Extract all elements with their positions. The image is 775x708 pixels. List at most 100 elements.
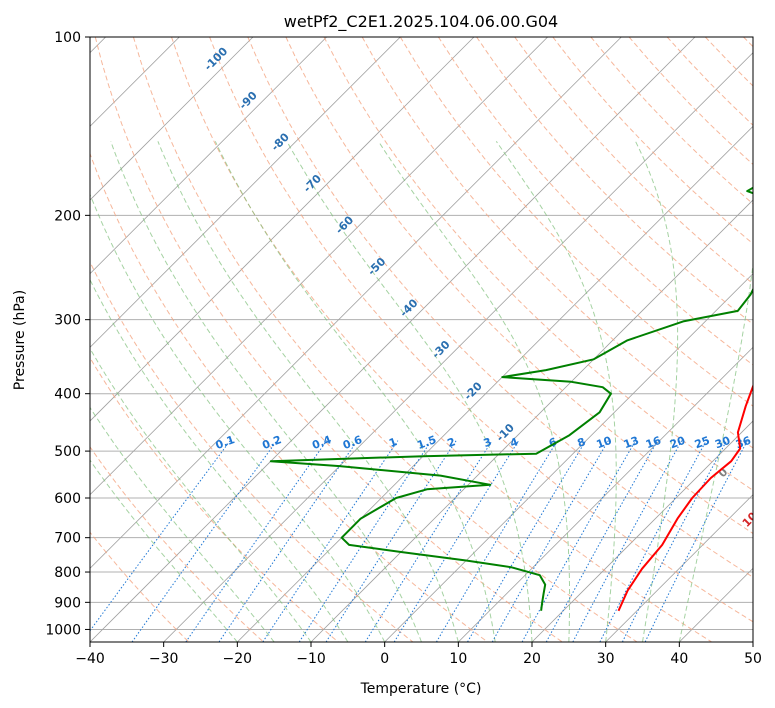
mixing-ratio-line — [131, 440, 278, 642]
dry-adiabat-line — [90, 446, 264, 642]
moist-adiabat-line — [157, 141, 459, 642]
moist-adiabat-line — [90, 459, 238, 642]
x-tick-label: 30 — [597, 651, 615, 667]
dry-adiabat-label: -100 — [202, 44, 231, 73]
x-axis: −40 −30 −20 −10 0 10 20 30 40 50 — [75, 642, 762, 667]
dry-adiabat-line — [743, 37, 753, 48]
x-tick-label: 0 — [380, 651, 389, 667]
mixing-ratio-label: 2 — [446, 435, 458, 450]
isotherm-line — [90, 37, 622, 569]
isotherm-line — [679, 567, 753, 642]
isotherm-line — [163, 52, 753, 642]
mixing-ratio-line — [644, 440, 748, 642]
dry-adiabat-label: -40 — [397, 296, 420, 319]
mixing-ratio-line — [393, 440, 520, 642]
isotherm-line — [90, 37, 475, 422]
mixing-ratio-label: 4 — [508, 435, 520, 450]
dry-adiabat-line — [90, 531, 190, 642]
mixing-ratio-label: 3 — [482, 435, 494, 450]
mixing-ratio-line — [467, 440, 587, 642]
moist-adiabat-line — [286, 141, 533, 642]
isotherm-line — [90, 37, 254, 201]
y-tick-label: 500 — [54, 444, 81, 460]
y-tick-label: 100 — [54, 30, 81, 46]
dry-adiabat-line — [437, 37, 753, 366]
isotherm-line — [90, 37, 548, 496]
dry-adiabat-line — [514, 37, 753, 285]
dry-adiabat-label: 10 — [740, 509, 760, 529]
dry-adiabat-line — [94, 37, 563, 642]
dry-adiabat-line — [90, 152, 488, 642]
isotherm-line — [310, 199, 753, 642]
dry-adiabat-line — [476, 37, 753, 325]
mixing-ratio-label: 13 — [622, 434, 641, 451]
dry-adiabat-line — [209, 37, 753, 623]
dry-adiabat-line — [704, 37, 753, 87]
x-tick-label: 10 — [449, 651, 467, 667]
chart-title: wetPf2_C2E1.2025.104.06.00.G04 — [284, 12, 558, 32]
x-tick-label: −30 — [149, 651, 179, 667]
mixing-ratio-label: 16 — [644, 434, 663, 452]
x-axis-label: Temperature (°C) — [360, 681, 482, 697]
mixing-ratio-label: 1.5 — [415, 433, 438, 452]
dry-adiabat-line — [247, 37, 753, 578]
mixing-ratio-line — [325, 440, 457, 642]
y-axis-label: Pressure (hPa) — [12, 290, 28, 390]
mixing-ratio-line — [185, 440, 328, 642]
mixing-ratio-line — [572, 440, 683, 642]
moist-adiabat-line — [90, 278, 349, 642]
dry-adiabat-line — [171, 37, 712, 642]
dry-adiabat-label: -30 — [429, 338, 452, 361]
mixing-ratio-line — [545, 440, 659, 642]
mixing-ratio-label: 0.6 — [341, 433, 364, 452]
x-tick-label: −20 — [223, 651, 253, 667]
mixing-ratio-label: 6 — [547, 435, 559, 450]
temperature-profile-line — [617, 383, 753, 612]
dewpoint-profile-line — [269, 186, 753, 611]
mixing-ratio-line — [298, 440, 432, 642]
mixing-ratio-label: 1 — [387, 435, 399, 450]
mixing-ratio-line — [262, 440, 399, 642]
x-tick-label: −10 — [296, 651, 326, 667]
dry-adiabat-label: -90 — [237, 89, 260, 112]
y-tick-label: 1000 — [45, 622, 81, 638]
y-tick-label: 400 — [54, 387, 81, 403]
dry-adiabat-line — [590, 37, 753, 205]
x-tick-label: 20 — [523, 651, 541, 667]
isotherm-line — [384, 273, 753, 642]
moist-adiabat-line — [678, 260, 753, 642]
dry-adiabat-line — [323, 37, 753, 491]
mixing-ratio-line — [491, 440, 609, 642]
moist-adiabat-line — [635, 141, 679, 642]
dry-adiabat-label: -20 — [462, 379, 485, 402]
dry-adiabat-line — [90, 356, 339, 642]
mixing-ratio-label: 0.2 — [260, 433, 283, 452]
moist-adiabat-line — [90, 347, 312, 642]
dry-adiabat-line — [90, 260, 414, 642]
plot-area: 0.1 0.2 0.4 0.6 1 1.5 2 3 4 6 8 10 13 16 20 25 30 36-100-… — [90, 37, 775, 642]
mixing-ratio-label: 0.4 — [310, 433, 333, 452]
y-tick-label: 800 — [54, 565, 81, 581]
moist-adiabat-line — [495, 141, 617, 642]
y-tick-label: 300 — [54, 313, 81, 329]
mixing-ratio-line — [218, 440, 358, 642]
moist-adiabat-line — [378, 141, 571, 642]
dry-adiabat-line — [666, 37, 753, 126]
isotherm-line — [752, 641, 753, 642]
mixing-ratio-label: 8 — [576, 435, 588, 450]
mixing-ratio-label: 25 — [693, 434, 712, 451]
x-tick-label: −40 — [75, 651, 105, 667]
mixing-ratio-line — [435, 440, 558, 642]
dry-adiabat-line — [285, 37, 753, 535]
y-tick-label: 900 — [54, 595, 81, 611]
mixing-ratio-line — [621, 440, 728, 642]
x-tick-label: 40 — [670, 651, 688, 667]
moist-adiabat-line — [110, 141, 422, 642]
mixing-ratio-line — [90, 440, 231, 632]
isotherm-line — [531, 420, 753, 642]
dry-adiabat-label: 20 — [767, 556, 775, 576]
dry-adiabat-label: -80 — [269, 130, 292, 153]
mixing-ratio-label: 10 — [595, 434, 614, 452]
moist-adiabat-line — [214, 141, 496, 642]
